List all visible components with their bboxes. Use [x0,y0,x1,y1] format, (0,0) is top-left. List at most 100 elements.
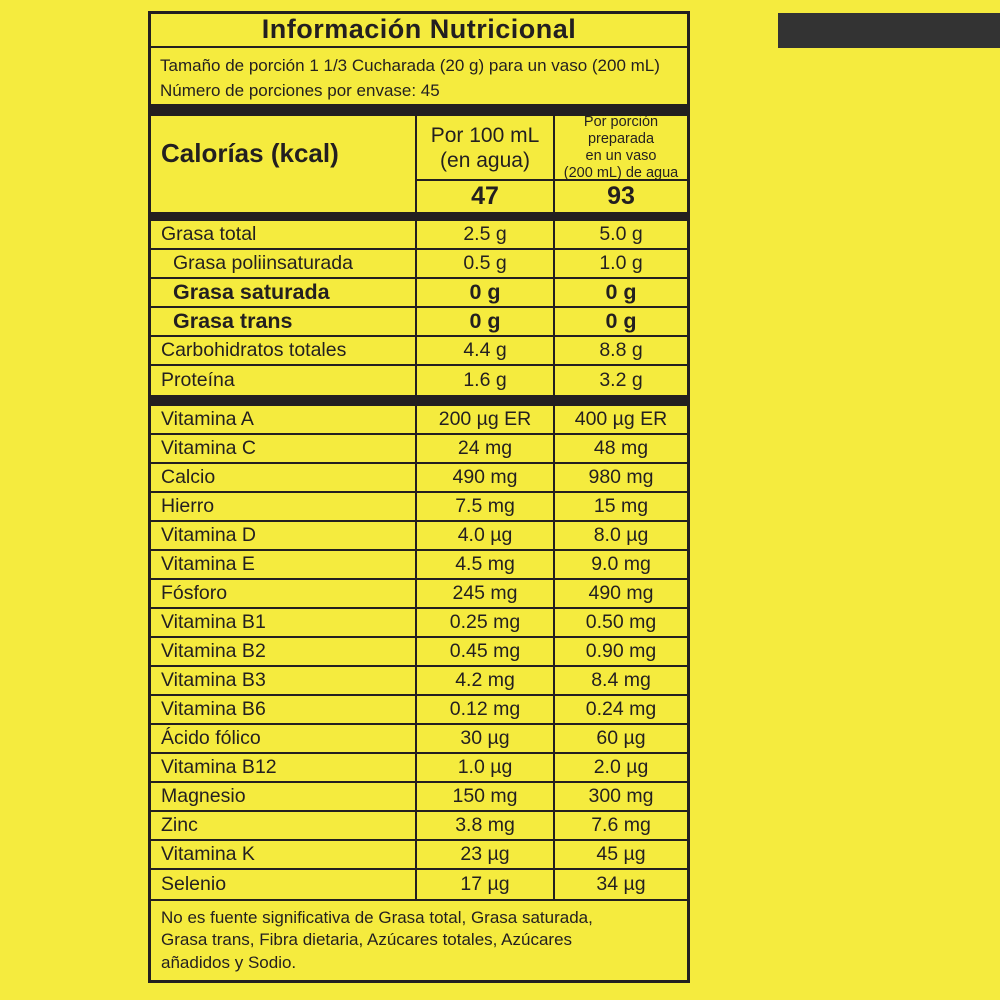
nutrient-name: Grasa total [161,223,257,246]
value-per-portion: 490 mg [553,579,687,607]
nutrient-row: Zinc 3.8 mg 7.6 mg [151,811,687,841]
nutrient-name: Vitamina B6 [161,697,266,720]
nutrient-name: Grasa poliinsaturada [173,252,353,275]
nutrient-row: Vitamina A 200 µg ER 400 µg ER [151,405,687,435]
nutrient-row: Selenio 17 µg 34 µg [151,869,687,899]
separator-bar [151,395,687,406]
value-per-portion: 300 mg [553,782,687,810]
nutrient-name: Fósforo [161,581,228,604]
serving-size-text: Tamaño de porción 1 1/3 Cucharada (20 g)… [160,55,660,75]
nutrient-name: Carbohidratos totales [161,339,347,362]
calories-value-per-100ml: 47 [415,181,553,213]
value-per-portion: 9.0 mg [553,550,687,578]
value-per-100ml: 490 mg [415,463,553,491]
value-per-100ml: 200 µg ER [415,405,553,433]
panel-title: Información Nutricional [151,14,687,48]
value-per-portion: 3.2 g [553,366,687,396]
value-per-portion: 0 g [553,279,687,307]
nutrient-row: Hierro 7.5 mg 15 mg [151,492,687,522]
value-per-portion: 48 mg [553,434,687,462]
nutrient-name: Calcio [161,465,216,488]
nutrient-row: Vitamina D 4.0 µg 8.0 µg [151,521,687,551]
nutrient-row: Fósforo 245 mg 490 mg [151,579,687,609]
value-per-100ml: 4.4 g [415,337,553,365]
value-per-100ml: 0.5 g [415,250,553,278]
nutrient-name: Vitamina B3 [161,668,266,691]
nutrient-row: Magnesio 150 mg 300 mg [151,782,687,812]
nutrient-name: Vitamina E [161,552,255,575]
value-per-100ml: 0.45 mg [415,637,553,665]
value-per-100ml: 24 mg [415,434,553,462]
nutrient-name: Vitamina B2 [161,639,266,662]
nutrient-name: Vitamina B12 [161,755,277,778]
value-per-portion: 980 mg [553,463,687,491]
nutrient-row: Carbohidratos totales 4.4 g 8.8 g [151,337,687,367]
value-per-100ml: 3.8 mg [415,811,553,839]
nutrient-name: Vitamina C [161,436,257,459]
nutrient-row: Vitamina K 23 µg 45 µg [151,840,687,870]
value-per-100ml: 23 µg [415,840,553,868]
value-per-100ml: 0.12 mg [415,695,553,723]
nutrient-name: Grasa trans [173,309,293,334]
macronutrient-rows: Grasa total 2.5 g 5.0 g Grasa poliinsaturad… [151,221,687,396]
value-per-100ml: 0.25 mg [415,608,553,636]
nutrient-row: Vitamina B12 1.0 µg 2.0 µg [151,753,687,783]
value-per-100ml: 2.5 g [415,221,553,249]
value-per-portion: 0.90 mg [553,637,687,665]
serving-info: Tamaño de porción 1 1/3 Cucharada (20 g)… [151,48,687,104]
nutrient-row: Grasa poliinsaturada 0.5 g 1.0 g [151,250,687,280]
servings-per-container-text: Número de porciones por envase: 45 [160,81,440,101]
footnote: No es fuente significativa de Grasa tota… [151,898,687,980]
nutrient-row: Vitamina B2 0.45 mg 0.90 mg [151,637,687,667]
value-per-portion: 2.0 µg [553,753,687,781]
nutrient-row: Calcio 490 mg 980 mg [151,463,687,493]
value-per-portion: 1.0 g [553,250,687,278]
nutrient-row: Vitamina E 4.5 mg 9.0 mg [151,550,687,580]
micronutrient-rows: Vitamina A 200 µg ER 400 µg ER Vitamina C 24… [151,405,687,899]
column-header-per-100ml: Por 100 mL (en agua) [415,116,553,182]
nutrient-row: Vitamina B6 0.12 mg 0.24 mg [151,695,687,725]
nutrient-name: Magnesio [161,784,246,807]
separator-bar [151,103,687,117]
value-per-portion: 8.4 mg [553,666,687,694]
value-per-portion: 0.50 mg [553,608,687,636]
value-per-100ml: 245 mg [415,579,553,607]
nutrient-name: Vitamina K [161,842,255,865]
value-per-portion: 400 µg ER [553,405,687,433]
nutrient-name: Zinc [161,813,198,836]
value-per-portion: 8.8 g [553,337,687,365]
value-per-portion: 5.0 g [553,221,687,249]
value-per-100ml: 17 µg [415,869,553,899]
nutrient-name: Grasa saturada [173,280,330,305]
nutrient-name: Proteína [161,369,235,392]
calories-label: Calorías (kcal) [161,137,339,168]
nutrient-name: Vitamina B1 [161,610,266,633]
nutrient-name: Vitamina D [161,523,257,546]
value-per-100ml: 4.5 mg [415,550,553,578]
nutrition-facts-panel: Información Nutricional Tamaño de porció… [148,11,690,983]
value-per-100ml: 30 µg [415,724,553,752]
value-per-100ml: 1.6 g [415,366,553,396]
nutrient-row: Vitamina B1 0.25 mg 0.50 mg [151,608,687,638]
nutrient-name: Hierro [161,494,215,517]
value-per-portion: 0.24 mg [553,695,687,723]
nutrient-name: Vitamina A [161,407,254,430]
value-per-100ml: 4.0 µg [415,521,553,549]
separator-bar [151,212,687,222]
value-per-portion: 60 µg [553,724,687,752]
nutrient-row: Vitamina C 24 mg 48 mg [151,434,687,464]
nutrient-name: Ácido fólico [161,726,261,749]
value-per-100ml: 1.0 µg [415,753,553,781]
value-per-100ml: 7.5 mg [415,492,553,520]
value-per-portion: 34 µg [553,869,687,899]
top-right-dark-bar [778,13,1000,48]
nutrient-row: Proteína 1.6 g 3.2 g [151,366,687,396]
value-per-100ml: 0 g [415,279,553,307]
calories-value-per-portion: 93 [553,181,687,213]
value-per-100ml: 4.2 mg [415,666,553,694]
value-per-portion: 15 mg [553,492,687,520]
nutrient-row: Grasa total 2.5 g 5.0 g [151,221,687,251]
value-per-100ml: 150 mg [415,782,553,810]
value-per-portion: 8.0 µg [553,521,687,549]
